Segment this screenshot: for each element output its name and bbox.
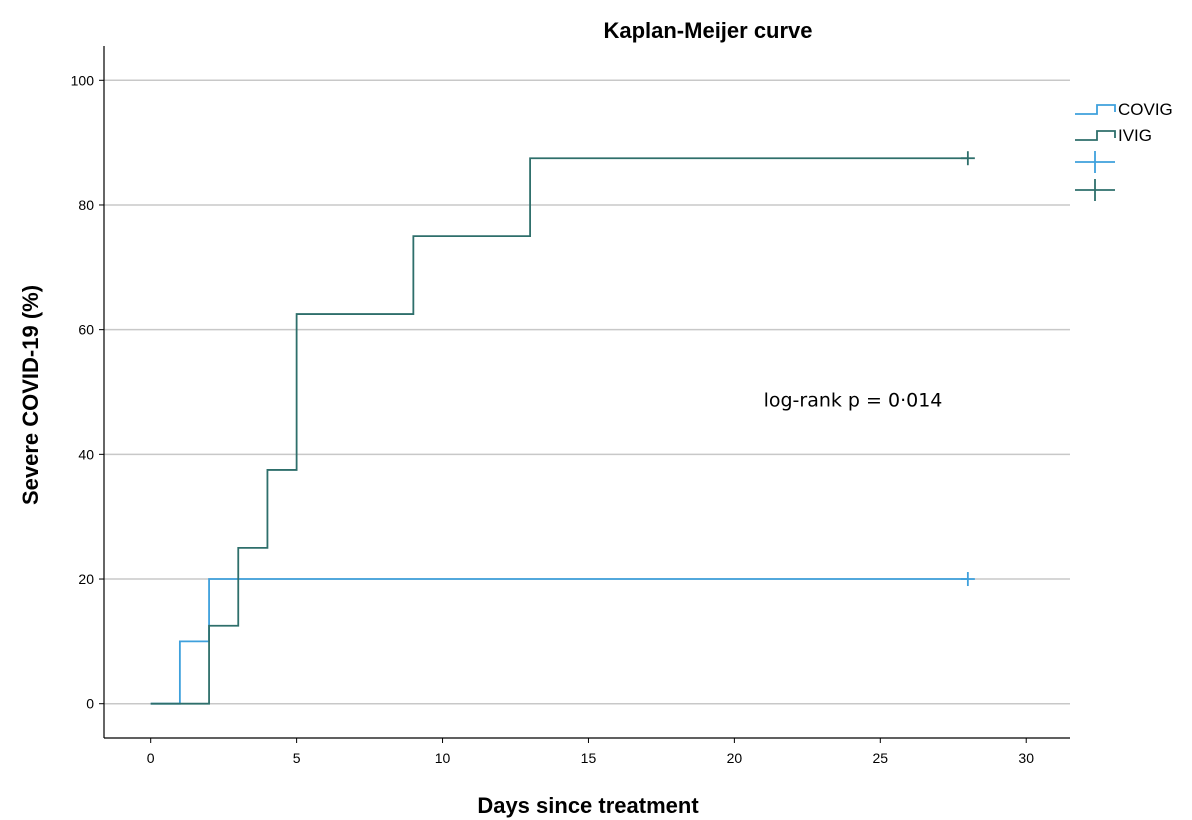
y-tick-label: 80 [78,197,94,213]
series-line-ivig [150,157,968,705]
y-tick-label: 100 [71,72,95,88]
legend-swatch-ivig [1075,130,1116,141]
y-tick-label: 40 [78,446,94,462]
x-tick-label: 30 [1018,750,1034,766]
y-axis-label: Severe COVID-19 (%) [18,285,43,505]
chart-title: Kaplan-Meijer curve [603,18,812,43]
x-tick-label: 5 [293,750,301,766]
log-rank-annotation: log-rank p = 0·014 [764,389,943,411]
legend-label-covig: COVIG [1118,100,1173,119]
y-tick-label: 0 [86,696,94,712]
axes [99,46,1070,743]
series-line-covig [150,578,968,705]
series-lines [150,151,975,705]
x-tick-label: 25 [873,750,889,766]
tick-labels: 0 20 40 60 80 100 0 5 10 15 20 25 30 [71,72,1035,766]
x-tick-label: 15 [581,750,597,766]
legend-swatch-covig [1075,104,1116,115]
y-tick-label: 20 [78,571,94,587]
legend: COVIG IVIG [1075,100,1173,201]
x-tick-label: 20 [727,750,743,766]
legend-label-ivig: IVIG [1118,126,1152,145]
x-tick-label: 0 [147,750,155,766]
y-tick-label: 60 [78,322,94,338]
x-axis-label: Days since treatment [477,793,699,818]
x-tick-label: 10 [435,750,451,766]
